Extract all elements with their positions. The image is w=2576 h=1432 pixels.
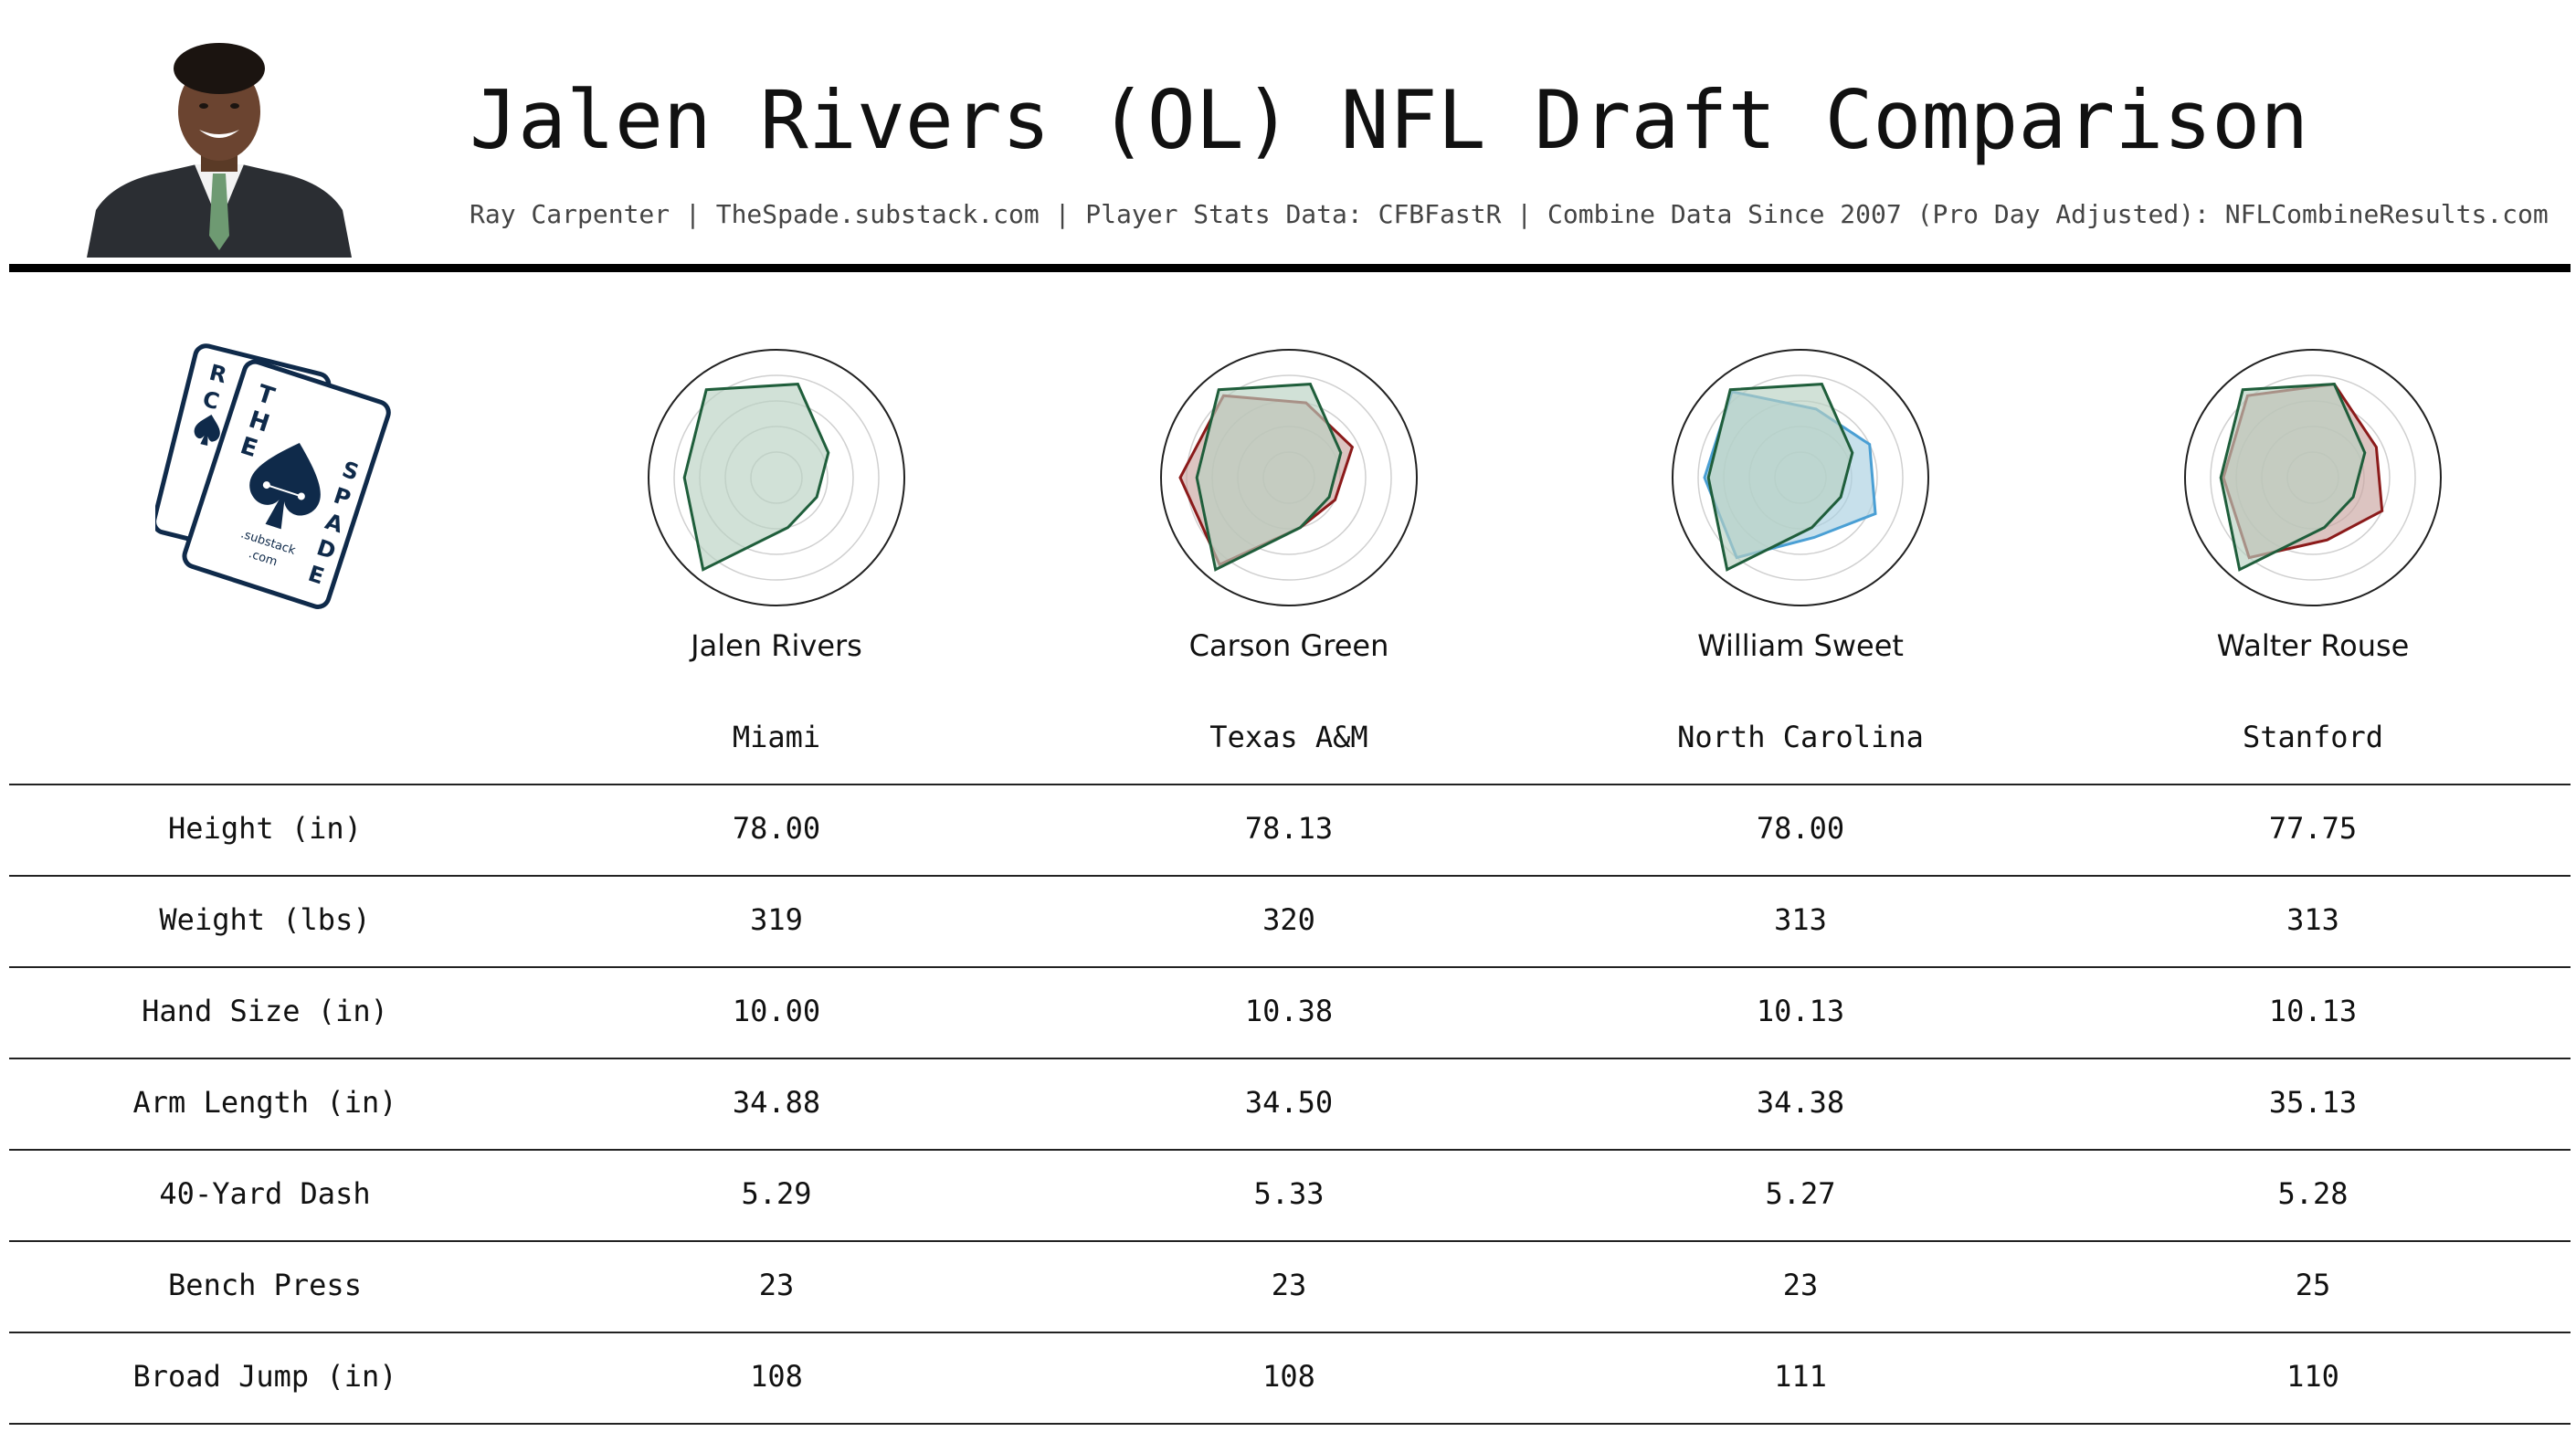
stat-value: 34.50 bbox=[1244, 1085, 1334, 1120]
table-divider bbox=[9, 1332, 2571, 1333]
stat-value: 77.75 bbox=[2268, 811, 2358, 846]
radar-series-subject bbox=[1706, 383, 1854, 572]
page-subtitle: Ray Carpenter | TheSpade.substack.com | … bbox=[470, 199, 2549, 229]
player-name: Carson Green bbox=[1188, 628, 1389, 663]
player-name: Jalen Rivers bbox=[691, 628, 862, 663]
stat-value: 110 bbox=[2286, 1359, 2339, 1394]
stat-label: Weight (lbs) bbox=[159, 902, 371, 937]
player-school: North Carolina bbox=[1677, 720, 1924, 754]
stat-value: 34.38 bbox=[1756, 1085, 1845, 1120]
radar-outer-ring bbox=[1672, 349, 1929, 606]
table-divider bbox=[9, 1240, 2571, 1242]
stat-label: Broad Jump (in) bbox=[132, 1359, 397, 1394]
stat-value: 5.29 bbox=[741, 1176, 812, 1211]
radar-series-subject bbox=[2219, 383, 2367, 572]
radar-grid-ring bbox=[2210, 374, 2416, 581]
stat-value: 313 bbox=[2286, 902, 2339, 937]
radar-svg bbox=[2184, 349, 2442, 606]
stat-value: 35.13 bbox=[2268, 1085, 2358, 1120]
stat-value: 78.00 bbox=[732, 811, 821, 846]
stat-value: 23 bbox=[1782, 1268, 1819, 1302]
player-headshot bbox=[78, 27, 361, 258]
header-divider bbox=[9, 264, 2571, 272]
radar-svg bbox=[1672, 349, 1929, 606]
stat-value: 78.00 bbox=[1756, 811, 1845, 846]
radar-chart-walter-rouse bbox=[2180, 345, 2445, 610]
player-school: Texas A&M bbox=[1209, 720, 1368, 754]
stat-value: 108 bbox=[750, 1359, 803, 1394]
the-spade-logo: R C T H E S P A D E .substack .com bbox=[152, 342, 402, 616]
radar-series-subject bbox=[1195, 383, 1343, 572]
stat-value: 25 bbox=[2295, 1268, 2331, 1302]
stat-label: Arm Length (in) bbox=[132, 1085, 397, 1120]
player-school: Stanford bbox=[2242, 720, 2384, 754]
stat-value: 108 bbox=[1262, 1359, 1315, 1394]
stat-label: Bench Press bbox=[168, 1268, 362, 1302]
stat-value: 34.88 bbox=[732, 1085, 821, 1120]
radar-chart-william-sweet bbox=[1668, 345, 1933, 610]
stat-value: 313 bbox=[1774, 902, 1827, 937]
radar-outer-ring bbox=[648, 349, 905, 606]
stat-value: 23 bbox=[758, 1268, 795, 1302]
stat-label: 40-Yard Dash bbox=[159, 1176, 371, 1211]
stat-value: 5.33 bbox=[1253, 1176, 1325, 1211]
radar-grid-ring bbox=[673, 374, 880, 581]
stat-value: 10.13 bbox=[2268, 994, 2358, 1028]
player-name: William Sweet bbox=[1697, 628, 1904, 663]
radar-svg bbox=[648, 349, 905, 606]
radar-grid-ring bbox=[1697, 374, 1904, 581]
stat-value: 10.38 bbox=[1244, 994, 1334, 1028]
stat-label: Hand Size (in) bbox=[142, 994, 388, 1028]
radar-chart-carson-green bbox=[1156, 345, 1421, 610]
stat-value: 5.27 bbox=[1765, 1176, 1836, 1211]
stat-value: 319 bbox=[750, 902, 803, 937]
stat-value: 111 bbox=[1774, 1359, 1827, 1394]
radar-chart-jalen-rivers bbox=[644, 345, 909, 610]
table-divider bbox=[9, 784, 2571, 785]
radar-outer-ring bbox=[1160, 349, 1418, 606]
stat-value: 23 bbox=[1271, 1268, 1307, 1302]
page-title: Jalen Rivers (OL) NFL Draft Comparison bbox=[470, 73, 2309, 167]
player-school: Miami bbox=[732, 720, 821, 754]
stat-value: 78.13 bbox=[1244, 811, 1334, 846]
stat-value: 10.13 bbox=[1756, 994, 1845, 1028]
stat-value: 5.28 bbox=[2277, 1176, 2349, 1211]
radar-svg bbox=[1160, 349, 1418, 606]
stat-value: 10.00 bbox=[732, 994, 821, 1028]
radar-outer-ring bbox=[2184, 349, 2442, 606]
stat-value: 320 bbox=[1262, 902, 1315, 937]
table-divider bbox=[9, 875, 2571, 877]
player-name: Walter Rouse bbox=[2216, 628, 2410, 663]
radar-series-subject bbox=[682, 383, 830, 572]
table-divider bbox=[9, 1058, 2571, 1059]
logo-letter: C bbox=[200, 386, 222, 415]
table-divider bbox=[9, 1149, 2571, 1151]
table-divider bbox=[9, 966, 2571, 968]
stat-label: Height (in) bbox=[168, 811, 362, 846]
table-divider bbox=[9, 1423, 2571, 1425]
